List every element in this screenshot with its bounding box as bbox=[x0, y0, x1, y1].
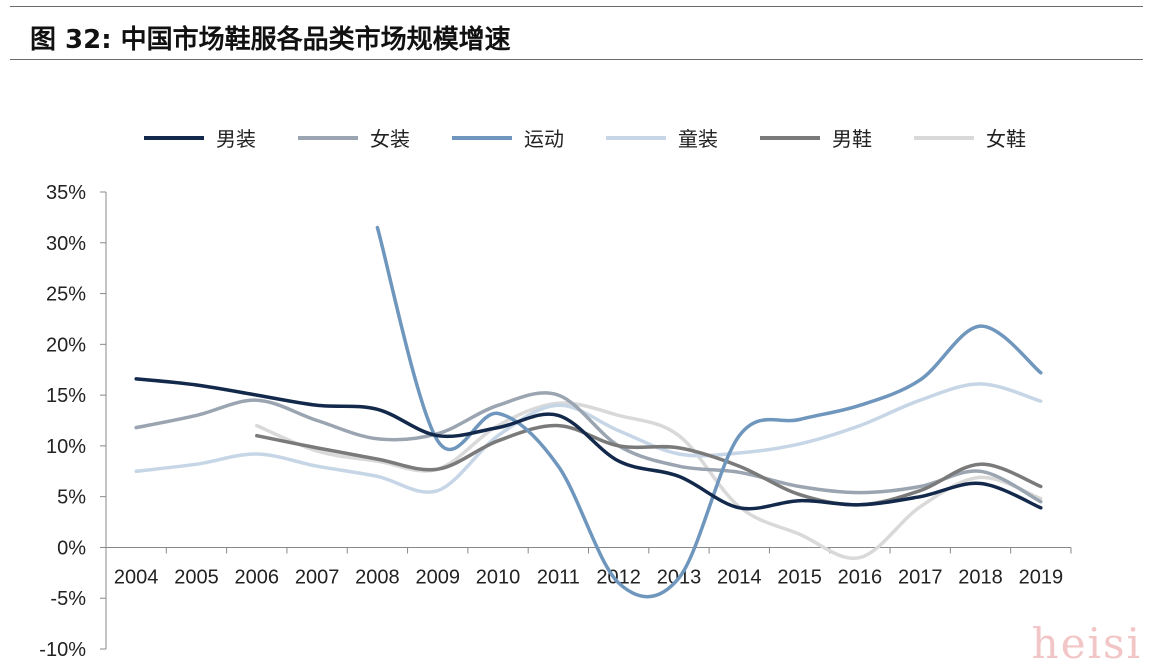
y-tick-label: 35% bbox=[46, 182, 86, 204]
y-axis: -10% -5% 0% 5% 10% 15% 20% 25% 30% 35% bbox=[39, 182, 107, 661]
title-bar: 图 32: 中国市场鞋服各品类市场规模增速 bbox=[10, 6, 1143, 60]
y-tick-label: 25% bbox=[46, 284, 86, 306]
x-tick-label: 2018 bbox=[958, 566, 1003, 588]
x-tick-label: 2019 bbox=[1019, 566, 1064, 588]
y-tick-label: -10% bbox=[39, 639, 86, 661]
x-tick-label: 2011 bbox=[537, 566, 580, 588]
x-tick-label: 2004 bbox=[114, 566, 159, 588]
legend-label: 女装 bbox=[370, 127, 410, 151]
x-tick-label: 2006 bbox=[235, 566, 280, 588]
x-tick-label: 2007 bbox=[295, 566, 340, 588]
x-tick-label: 2014 bbox=[717, 566, 762, 588]
watermark: heisi bbox=[1031, 619, 1142, 668]
x-tick-label: 2005 bbox=[174, 566, 219, 588]
x-tick-label: 2012 bbox=[596, 566, 641, 588]
y-tick-label: -5% bbox=[50, 588, 86, 610]
series-line-3 bbox=[375, 225, 1043, 599]
series-line-1 bbox=[134, 377, 1043, 511]
y-tick-label: 15% bbox=[46, 385, 86, 407]
series-line-6 bbox=[255, 401, 1043, 561]
y-tick-label: 10% bbox=[46, 436, 86, 458]
x-axis: 2004 2005 2006 2007 2008 2009 2010 2011 2012 2013… bbox=[105, 546, 1072, 588]
chart-title: 图 32: 中国市场鞋服各品类市场规模增速 bbox=[30, 25, 511, 55]
legend: 男装 女装 运动 童装 男鞋 女鞋 bbox=[144, 127, 1026, 151]
x-tick-label: 2009 bbox=[415, 566, 460, 588]
x-tick-label: 2015 bbox=[777, 566, 822, 588]
y-tick-label: 20% bbox=[46, 334, 86, 356]
legend-label: 女鞋 bbox=[986, 127, 1026, 151]
legend-label: 男鞋 bbox=[832, 127, 872, 151]
x-tick-label: 2017 bbox=[898, 566, 943, 588]
y-tick-label: 0% bbox=[57, 537, 86, 559]
y-tick-label: 5% bbox=[57, 487, 86, 509]
x-tick-label: 2008 bbox=[355, 566, 400, 588]
series-lines bbox=[134, 225, 1043, 599]
series-line-5 bbox=[255, 423, 1043, 507]
legend-label: 男装 bbox=[216, 127, 256, 151]
series-line-2 bbox=[134, 391, 1043, 504]
x-tick-label: 2016 bbox=[838, 566, 883, 588]
legend-label: 运动 bbox=[524, 127, 564, 151]
legend-label: 童装 bbox=[678, 127, 718, 151]
y-tick-label: 30% bbox=[46, 233, 86, 255]
x-tick-label: 2010 bbox=[476, 566, 521, 588]
